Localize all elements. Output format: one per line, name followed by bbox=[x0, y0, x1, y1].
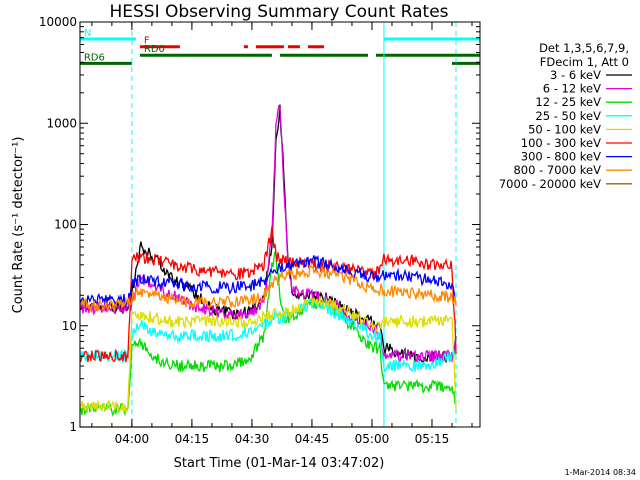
footer-timestamp: 1-Mar-2014 08:34 bbox=[565, 468, 636, 477]
flag-label: N bbox=[84, 28, 91, 39]
y-tick-label: 10 bbox=[62, 319, 77, 333]
x-tick-label: 05:00 bbox=[355, 432, 390, 446]
y-tick-label: 10000 bbox=[39, 15, 77, 29]
series-line bbox=[79, 299, 457, 373]
x-tick-label: 04:45 bbox=[295, 432, 330, 446]
series-lines bbox=[79, 104, 457, 428]
legend-entry-label: 7000 - 20000 keV bbox=[499, 177, 601, 191]
legend-entry-label: 100 - 300 keV bbox=[521, 136, 601, 150]
x-axis-label: Start Time (01-Mar-14 03:47:02) bbox=[174, 456, 385, 471]
legend-entry-label: 6 - 12 keV bbox=[543, 82, 601, 96]
y-tick-label: 1000 bbox=[46, 116, 77, 130]
x-tick-label: 05:15 bbox=[415, 432, 450, 446]
legend-entry-label: 800 - 7000 keV bbox=[513, 163, 601, 177]
x-axis-ticks: 04:00 04:15 04:30 04:45 05:00 05:15 bbox=[91, 22, 473, 446]
legend-header: FDecim 1, Att 0 bbox=[540, 55, 629, 69]
series-line bbox=[79, 264, 457, 313]
flag-label: RD6 bbox=[84, 52, 105, 63]
y-axis-label: Count Rate (s⁻¹ detector⁻¹) bbox=[11, 137, 26, 314]
legend-entry-label: 300 - 800 keV bbox=[521, 150, 601, 164]
legend-entry-label: 12 - 25 keV bbox=[535, 95, 601, 109]
series-line bbox=[79, 226, 457, 363]
series-line bbox=[79, 296, 457, 415]
legend-entry-label: 25 - 50 keV bbox=[535, 109, 601, 123]
flag-label: RD0 bbox=[144, 44, 165, 55]
legend-entry-label: 3 - 6 keV bbox=[550, 68, 601, 82]
series-line bbox=[79, 105, 457, 365]
y-tick-label: 100 bbox=[54, 218, 77, 232]
y-tick-label: 1 bbox=[69, 420, 77, 434]
x-tick-label: 04:00 bbox=[115, 432, 150, 446]
flag-label: F bbox=[144, 36, 150, 47]
series-line bbox=[79, 254, 457, 308]
legend: Det 1,3,5,6,7,9,FDecim 1, Att 03 - 6 keV… bbox=[499, 41, 632, 191]
legend-entry-label: 50 - 100 keV bbox=[528, 122, 601, 136]
legend-header: Det 1,3,5,6,7,9, bbox=[539, 41, 629, 55]
chart-title: HESSI Observing Summary Count Rates bbox=[109, 2, 448, 22]
series-line bbox=[79, 250, 457, 417]
x-tick-label: 04:15 bbox=[175, 432, 210, 446]
y-axis-ticks: 1 10 100 1000 10000 bbox=[39, 15, 480, 434]
x-tick-label: 04:30 bbox=[235, 432, 270, 446]
